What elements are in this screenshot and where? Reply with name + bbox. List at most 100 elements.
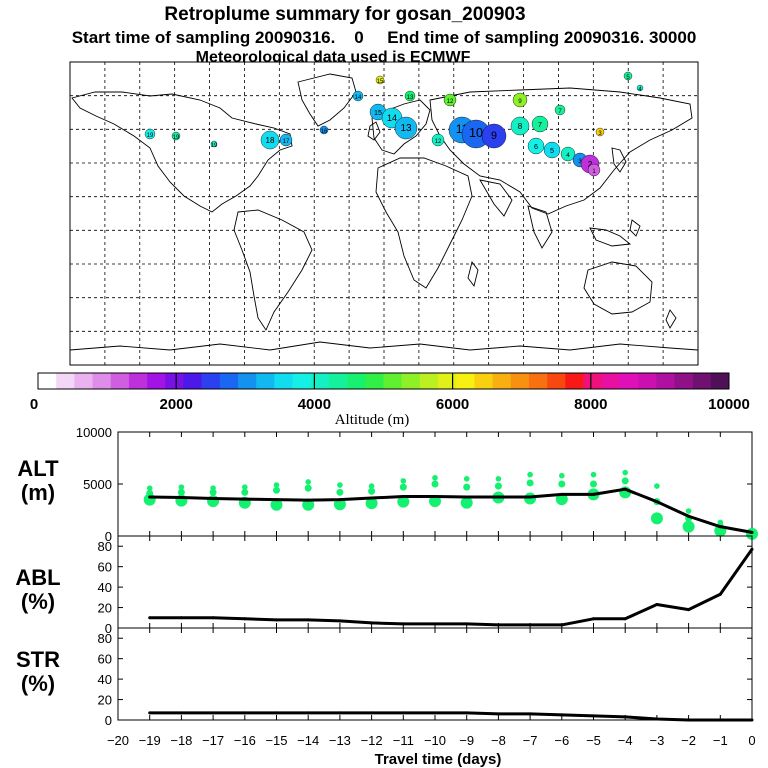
series-point — [718, 592, 722, 596]
x-tick-label: −16 — [234, 733, 256, 748]
series-point — [148, 616, 152, 620]
alt-chart: 0 5000 10000 — [76, 425, 758, 544]
alt-cluster-dot — [209, 488, 217, 496]
y-tick-label: 40 — [98, 580, 112, 595]
colorbar-segment — [292, 373, 312, 389]
series-point — [528, 712, 532, 716]
series-point — [148, 711, 152, 715]
alt-cluster-dot — [304, 484, 312, 492]
series-point — [465, 622, 469, 626]
plume-cluster-marker — [527, 137, 545, 155]
plume-cluster-label: 5 — [626, 75, 630, 81]
series-point — [528, 623, 532, 627]
coastline-segment — [371, 99, 431, 155]
alt-cluster-dot — [365, 497, 378, 510]
plume-cluster-label: 18 — [265, 136, 275, 145]
series-point — [338, 498, 342, 502]
series-point — [401, 494, 405, 498]
alt-cluster-dot — [654, 483, 660, 489]
x-tick-label: −6 — [554, 733, 569, 748]
colorbar-segment — [474, 373, 493, 389]
alt-cluster-dot — [463, 483, 471, 491]
x-tick-label: −20 — [107, 733, 129, 748]
colorbar-segment — [365, 373, 384, 389]
series-point — [401, 711, 405, 715]
alt-cluster-dot — [590, 471, 597, 478]
series-point — [275, 498, 278, 502]
colorbar-segment — [201, 373, 221, 389]
alt-cluster-dot — [463, 476, 470, 482]
coastline-segment — [467, 260, 479, 288]
colorbar-segment — [38, 373, 57, 389]
plume-cluster-marker — [481, 123, 507, 149]
coastline-segment — [527, 205, 553, 249]
series-point — [750, 547, 754, 551]
y-tick-label: 0 — [105, 713, 112, 728]
plume-cluster-marker — [554, 104, 566, 116]
series-point — [148, 495, 152, 499]
alt-panel-unit: (m) — [21, 480, 55, 505]
plume-cluster-marker — [210, 140, 218, 148]
y-tick-label: 0 — [105, 529, 112, 544]
plume-cluster-label: 19 — [147, 133, 154, 139]
colorbar-segment — [619, 373, 639, 389]
series-point — [465, 495, 469, 499]
series-point — [433, 711, 437, 715]
alt-cluster-dot — [495, 476, 502, 482]
colorbar-segment — [383, 373, 402, 389]
alt-cluster-dot — [270, 498, 283, 511]
plume-cluster-label: 1 — [592, 169, 596, 175]
series-point — [338, 711, 342, 715]
series-point — [433, 622, 437, 626]
series-point — [370, 711, 374, 715]
x-tick-label: −18 — [170, 733, 192, 748]
plume-cluster-label: 17 — [283, 139, 290, 145]
series-line — [149, 711, 752, 722]
plume-cluster-label: 3 — [578, 158, 582, 165]
colorbar-tick-label: 10000 — [708, 396, 750, 413]
alt-cluster-dot — [146, 485, 153, 491]
coastline-segment — [665, 309, 677, 329]
colorbar-segment — [601, 373, 621, 389]
plume-cluster-marker — [144, 128, 156, 140]
alt-cluster-dot — [305, 479, 312, 485]
colorbar-segment — [274, 373, 293, 389]
series-point — [655, 717, 659, 721]
plume-cluster-label: 15 — [374, 108, 382, 117]
series-point — [370, 496, 374, 500]
alt-cluster-dot — [650, 512, 663, 525]
series-point — [243, 711, 247, 715]
alt-cluster-dot — [399, 483, 407, 491]
series-point — [179, 496, 183, 500]
colorbar-segment — [510, 373, 530, 389]
plume-cluster-marker — [512, 92, 528, 108]
coastline-segment — [589, 227, 632, 247]
series-point — [750, 718, 754, 722]
alt-cluster-dot — [527, 471, 533, 478]
plume-cluster-label: 9 — [491, 130, 497, 142]
x-tick-label: −7 — [523, 733, 538, 748]
y-tick-label: 10000 — [76, 425, 112, 440]
series-point — [718, 718, 722, 722]
x-tick-label: −13 — [329, 733, 351, 748]
series-point — [560, 492, 564, 496]
abl-panel-label: ABL — [15, 565, 60, 590]
series-point — [623, 487, 627, 491]
plume-cluster-marker — [531, 115, 549, 133]
x-tick-label: −10 — [424, 733, 446, 748]
series-point — [338, 619, 342, 623]
colorbar-segment — [74, 373, 93, 389]
str-chart: 0 20 40 60 80 — [98, 627, 754, 728]
abl-chart: 0 20 40 60 80 — [98, 535, 754, 636]
alt-cluster-dot — [429, 495, 441, 508]
alt-cluster-dot — [242, 484, 248, 490]
x-tick-label: −11 — [393, 733, 414, 748]
y-tick-label: 40 — [98, 672, 112, 687]
alt-cluster-dot — [559, 472, 565, 479]
map-coastlines — [69, 73, 699, 351]
colorbar-frame — [37, 372, 730, 390]
x-tick-label: −15 — [265, 733, 287, 748]
series-point — [179, 616, 183, 620]
plume-cluster-marker — [431, 133, 445, 147]
colorbar-segment — [56, 373, 75, 389]
